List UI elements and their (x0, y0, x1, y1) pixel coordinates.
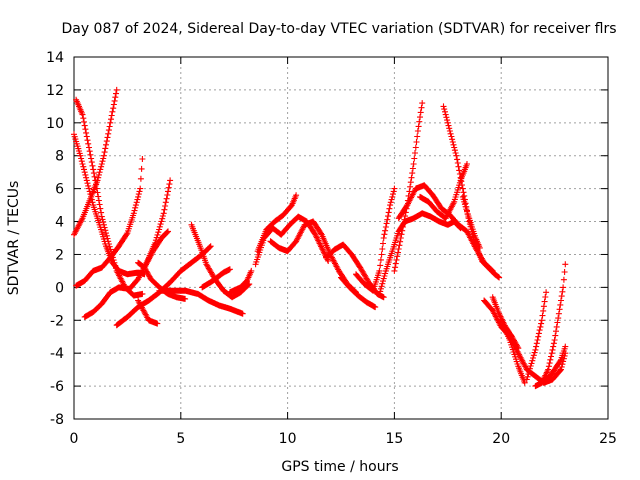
series-sat-e (81, 177, 174, 320)
series-markers-sat-ab (498, 317, 528, 386)
series-markers-sat-d (73, 156, 146, 289)
chart-title: Day 087 of 2024, Sidereal Day-to-day VTE… (61, 21, 616, 37)
series-markers-sat-aa (489, 294, 522, 352)
series-markers-sat-w (417, 161, 470, 222)
series-sat-m (226, 267, 255, 296)
series-sat-k (188, 221, 253, 301)
series-sat-ae (540, 343, 569, 386)
x-tick-label: 5 (176, 431, 185, 447)
series-markers-sat-o (254, 192, 300, 255)
series-markers-sat-ae (540, 343, 569, 386)
series-sat-b (71, 86, 120, 238)
series-sat-t (376, 210, 464, 297)
x-tick-label: 20 (492, 431, 510, 447)
series-markers-sat-e (81, 177, 174, 320)
series-markers-sat-r (338, 274, 379, 311)
data-series-group (71, 86, 569, 390)
y-tick-label: 14 (46, 50, 64, 66)
x-tick-label: 25 (599, 431, 617, 447)
series-sat-x (440, 103, 503, 281)
series-markers-sat-y (459, 193, 483, 251)
series-markers-sat-j (156, 287, 246, 317)
x-tick-label: 10 (279, 431, 297, 447)
y-axis-label: SDTVAR / TECUs (6, 181, 22, 296)
series-markers-sat-l (199, 266, 233, 291)
series-markers-sat-k (188, 221, 253, 301)
y-tick-label: 2 (55, 247, 64, 263)
x-tick-label: 15 (385, 431, 403, 447)
series-sat-j (156, 287, 246, 317)
series-markers-sat-ac (523, 289, 550, 383)
series-sat-y (459, 193, 483, 251)
series-sat-aa (489, 294, 522, 352)
series-sat-ac (523, 289, 550, 383)
y-tick-label: -6 (50, 379, 64, 395)
series-markers-sat-x (440, 103, 503, 281)
series-sat-d (73, 156, 146, 289)
x-tick-label: 0 (70, 431, 79, 447)
plot-area-border (73, 56, 609, 420)
series-markers-sat-t (376, 210, 464, 297)
series-sat-i (141, 228, 171, 271)
y-tick-label: 4 (55, 215, 64, 231)
y-axis: -8 -6 -4 -2 0 2 4 6 8 10 12 14 (46, 50, 608, 428)
y-tick-label: 12 (46, 83, 64, 99)
series-markers-sat-m (226, 267, 255, 296)
series-sat-o (254, 192, 300, 255)
x-axis: 0 5 10 15 20 25 (70, 57, 617, 447)
series-markers-sat-b (71, 86, 120, 238)
series-sat-f (113, 243, 214, 329)
series-sat-l (199, 266, 233, 291)
series-sat-g (135, 297, 161, 327)
series-markers-sat-g (135, 297, 161, 327)
series-sat-ab (498, 317, 528, 386)
y-tick-label: 10 (46, 116, 64, 132)
y-tick-label: -2 (50, 313, 64, 329)
series-markers-sat-s (353, 185, 398, 294)
x-axis-label: GPS time / hours (281, 459, 398, 475)
series-sat-s (353, 185, 398, 294)
y-tick-label: 6 (55, 182, 64, 198)
series-sat-w (417, 161, 470, 222)
y-tick-label: -8 (50, 412, 64, 428)
y-tick-label: 8 (55, 149, 64, 165)
series-sat-r (338, 274, 379, 311)
series-markers-sat-i (141, 228, 171, 271)
y-tick-label: -4 (50, 346, 64, 362)
y-tick-label: 0 (55, 280, 64, 296)
series-markers-sat-f (113, 243, 214, 329)
